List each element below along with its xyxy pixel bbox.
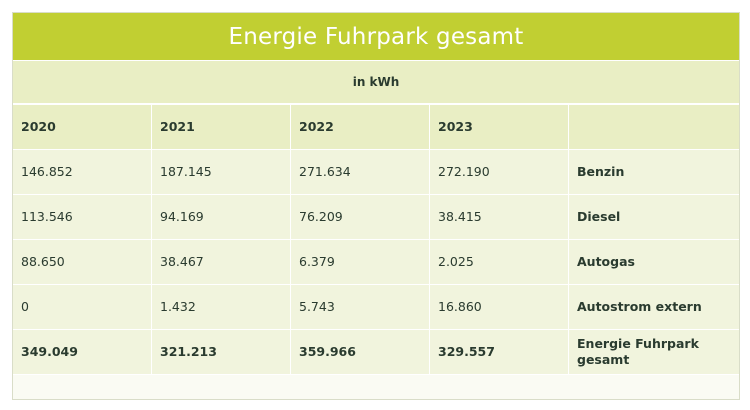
table-cell: 38.467: [152, 240, 291, 285]
table-cell: 187.145: [152, 150, 291, 195]
total-cell: 321.213: [152, 330, 291, 375]
header-cell-2023: 2023: [430, 105, 569, 150]
table-cell: 146.852: [13, 150, 152, 195]
header-cell-label: [569, 105, 739, 150]
row-label: Diesel: [569, 195, 739, 240]
energy-table: Energie Fuhrpark gesamt in kWh 2020 2021…: [12, 12, 740, 400]
total-cell: 349.049: [13, 330, 152, 375]
total-cell: 359.966: [291, 330, 430, 375]
total-cell: 329.557: [430, 330, 569, 375]
table-title: Energie Fuhrpark gesamt: [228, 23, 524, 50]
table-cell: 38.415: [430, 195, 569, 240]
unit-label: in kWh: [352, 75, 400, 89]
table-cell: 76.209: [291, 195, 430, 240]
table-cell: 88.650: [13, 240, 152, 285]
header-cell-2022: 2022: [291, 105, 430, 150]
table-cell: 2.025: [430, 240, 569, 285]
row-label: Autostrom extern: [569, 285, 739, 330]
header-cell-2020: 2020: [13, 105, 152, 150]
row-label: Benzin: [569, 150, 739, 195]
table-cell: 5.743: [291, 285, 430, 330]
table-cell: 0: [13, 285, 152, 330]
table-cell: 94.169: [152, 195, 291, 240]
row-label: Autogas: [569, 240, 739, 285]
table-cell: 6.379: [291, 240, 430, 285]
table-title-bar: Energie Fuhrpark gesamt: [13, 13, 739, 61]
table-cell: 272.190: [430, 150, 569, 195]
total-row-label: Energie Fuhrpark gesamt: [569, 330, 739, 375]
table-grid: 2020 2021 2022 2023 146.852 187.145 271.…: [13, 105, 739, 375]
table-cell: 1.432: [152, 285, 291, 330]
table-cell: 113.546: [13, 195, 152, 240]
header-cell-2021: 2021: [152, 105, 291, 150]
table-cell: 271.634: [291, 150, 430, 195]
table-cell: 16.860: [430, 285, 569, 330]
unit-row: in kWh: [13, 61, 739, 105]
